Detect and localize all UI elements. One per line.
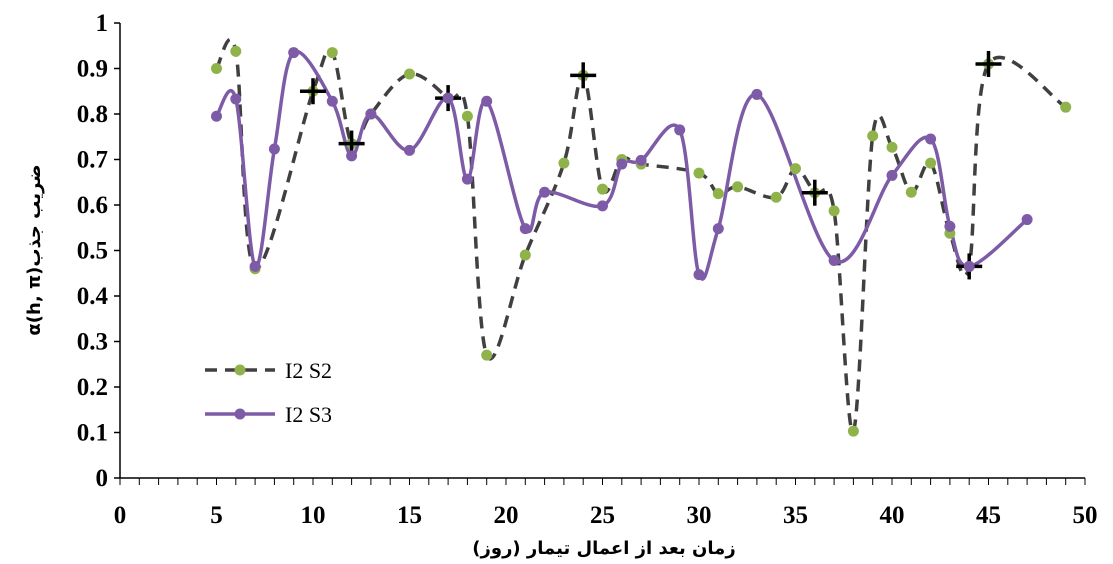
- x-tick-label: 30: [687, 502, 712, 529]
- series-2-point: [268, 143, 280, 155]
- series-1-point: [519, 249, 531, 261]
- x-tick-label: 45: [976, 502, 1001, 529]
- series-2-point: [944, 220, 956, 232]
- x-axis-title: زمان بعد از اعمال تیمار (روز): [472, 538, 735, 559]
- series-1-point: [770, 191, 782, 203]
- series-2-point: [539, 186, 551, 198]
- series-2-point: [326, 95, 338, 107]
- series-1-point: [404, 68, 415, 80]
- x-tick-label: 25: [590, 502, 615, 529]
- x-tick-label: 10: [301, 502, 326, 529]
- series-2-point: [674, 124, 686, 136]
- x-tick-label: 15: [397, 502, 422, 529]
- legend-marker-1: [234, 364, 246, 376]
- y-tick-label: 0.8: [77, 101, 108, 128]
- legend-label-2: I2 S3: [285, 402, 332, 427]
- legend-label-1: I2 S2: [285, 358, 332, 383]
- axes: 00.10.20.30.40.50.60.70.80.910 5 10 15 20 25 3…: [77, 10, 1098, 529]
- y-tick-label: 0.3: [77, 329, 108, 356]
- series-2-point: [442, 92, 454, 104]
- legend-marker-2: [234, 408, 246, 420]
- x-tick-label: 5: [210, 502, 223, 529]
- series-2-point: [693, 269, 705, 281]
- series-2-point: [597, 200, 608, 212]
- y-tick-label: 0.5: [77, 238, 108, 265]
- series-2-point: [828, 255, 840, 267]
- x-tick-label: 40: [880, 502, 905, 529]
- series-1-point: [905, 186, 917, 198]
- series-2-point: [404, 144, 415, 156]
- series-2-point: [963, 260, 975, 272]
- series-line-1: [214, 37, 1067, 433]
- x-tick-label: 0: [114, 502, 127, 529]
- series-1-point: [732, 181, 744, 193]
- series-1-point: [847, 425, 859, 437]
- series-2-point: [616, 158, 628, 170]
- y-tick-label: 0: [96, 465, 109, 492]
- series-1-point: [326, 47, 338, 59]
- legend: I2 S2 I2 S3: [205, 358, 332, 427]
- y-tick-label: 0.9: [77, 56, 108, 83]
- series-1-point: [828, 205, 840, 217]
- series-2-point: [288, 47, 300, 59]
- series-2-point: [346, 150, 358, 162]
- series-1-point: [597, 183, 608, 195]
- series-2-point: [481, 95, 493, 107]
- series-1-point: [211, 63, 222, 74]
- series-2-point: [461, 173, 473, 185]
- series-1-point: [461, 110, 473, 122]
- x-tick-label: 35: [783, 502, 808, 529]
- series-1-point: [790, 163, 801, 175]
- series-1-point: [558, 157, 570, 169]
- x-tick-label: 20: [494, 502, 519, 529]
- series-1-point: [867, 130, 879, 142]
- series-1-point: [693, 167, 705, 179]
- series-1-point: [230, 45, 242, 57]
- series-1-point: [481, 349, 493, 361]
- y-axis-title: α(h, π)ضریب جذب: [24, 164, 45, 335]
- series-1-point: [925, 157, 937, 169]
- y-tick-label: 0.6: [77, 192, 108, 219]
- series-2-point: [635, 154, 647, 166]
- y-tick-label: 0.2: [77, 374, 108, 401]
- series-1-point: [886, 141, 898, 153]
- series-2-point: [751, 88, 763, 100]
- series-2-point: [925, 133, 937, 145]
- x-tick-label: 50: [1073, 502, 1098, 529]
- y-tick-label: 0.4: [77, 283, 109, 310]
- y-tick-label: 1: [96, 10, 109, 37]
- series-1-point: [712, 188, 724, 200]
- series-2-point: [1021, 214, 1033, 226]
- series-2-point: [886, 169, 898, 181]
- series-2-point: [230, 93, 242, 105]
- series-1-point: [1060, 101, 1072, 113]
- plot-area: [211, 37, 1072, 437]
- y-tick-label: 0.7: [77, 147, 108, 174]
- series-2-point: [211, 110, 222, 122]
- series-2-point: [365, 108, 377, 120]
- series-2-point: [712, 223, 724, 235]
- y-tick-label: 0.1: [77, 420, 108, 447]
- series-2-point: [249, 260, 261, 272]
- series-2-point: [519, 223, 531, 235]
